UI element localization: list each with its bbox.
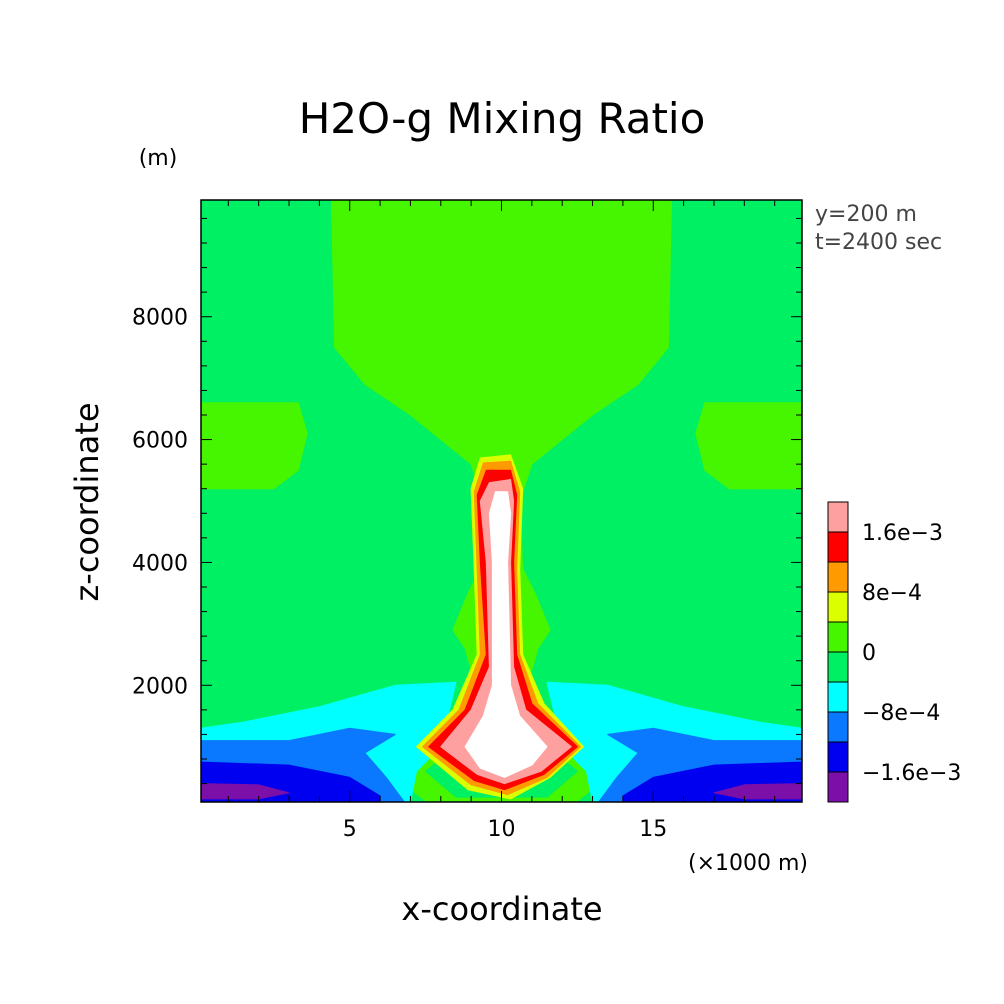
colorbar-label: −1.6e−3	[862, 761, 961, 786]
colorbar-swatch	[827, 771, 849, 803]
plot-area: 5 10 15 2000 4000 6000 8000	[132, 199, 803, 842]
colorbar-swatch	[827, 651, 849, 683]
colorbar-swatch	[827, 561, 849, 593]
x-unit-label: (×1000 m)	[688, 851, 808, 876]
colorbar-label: 0	[862, 641, 876, 666]
y-tick-label: 2000	[132, 674, 188, 699]
colorbar-label: 8e−4	[862, 581, 922, 606]
annotation-y: y=200 m	[815, 202, 917, 227]
annotation-t: t=2400 sec	[815, 230, 942, 255]
colorbar-swatch	[827, 621, 849, 653]
colorbar-swatch	[827, 531, 849, 563]
contour-region	[200, 402, 308, 490]
y-tick-label: 6000	[132, 429, 188, 454]
colorbar-swatch	[827, 741, 849, 773]
colorbar-swatch	[827, 681, 849, 713]
colorbar-label: 1.6e−3	[862, 521, 943, 546]
y-tick-label: 8000	[132, 306, 188, 331]
y-axis-label: z-coordinate	[68, 402, 106, 601]
x-tick-label: 10	[488, 817, 516, 842]
contour-region	[464, 491, 548, 778]
colorbar: −1.6e−3 −8e−4 0 8e−4 1.6e−3	[827, 501, 961, 803]
colorbar-swatch	[827, 711, 849, 743]
x-axis-label: x-coordinate	[401, 890, 602, 928]
chart-title: H2O-g Mixing Ratio	[299, 94, 706, 143]
colorbar-label: −8e−4	[862, 701, 940, 726]
y-tick-label: 4000	[132, 551, 188, 576]
colorbar-swatch	[827, 591, 849, 623]
y-unit-label: (m)	[139, 146, 178, 171]
x-tick-label: 15	[639, 817, 667, 842]
x-tick-label: 5	[343, 817, 357, 842]
contour-region	[695, 402, 803, 490]
colorbar-swatch	[827, 501, 849, 533]
